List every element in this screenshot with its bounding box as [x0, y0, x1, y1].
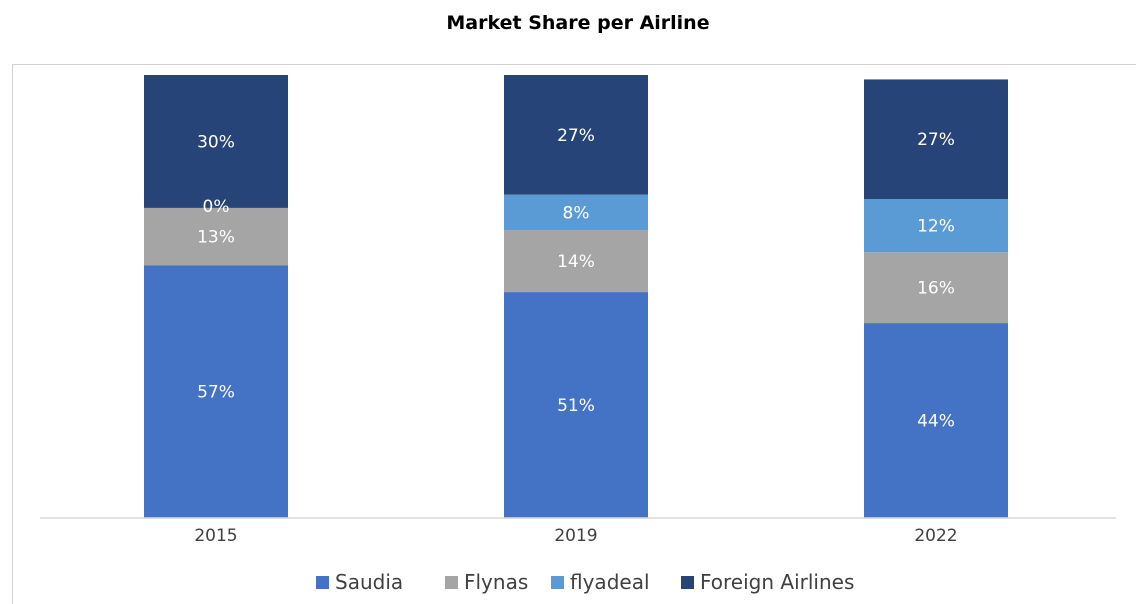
bar-segment-flyadeal-2022	[864, 199, 1008, 253]
plot-area-frame	[12, 64, 1136, 604]
bar-segment-saudia-2022	[864, 323, 1008, 518]
bar-segment-flynas-2015	[144, 207, 288, 266]
legend-label-saudia: Saudia	[335, 570, 403, 594]
bar-segment-flynas-2022	[864, 252, 1008, 324]
legend-swatch-flynas	[445, 576, 458, 589]
legend-label-foreign-airlines: Foreign Airlines	[700, 570, 854, 594]
data-labels-group: 57% 13% 0% 30% 51% 14% 8% 27% 44% 16% 12% 27%	[197, 126, 955, 432]
bar-segment-flyadeal-2019	[504, 194, 648, 231]
data-label-flyadeal-2015: 0%	[203, 197, 230, 217]
x-tick-label-2022: 2022	[914, 526, 957, 546]
bar-segment-saudia-2015	[144, 265, 288, 518]
legend: Saudia Flynas flyadeal Foreign Airlines	[316, 570, 854, 594]
data-label-foreign-airlines-2015: 30%	[197, 132, 235, 152]
data-label-saudia-2015: 57%	[197, 383, 235, 403]
chart-title: Market Share per Airline	[446, 12, 710, 34]
data-label-foreign-airlines-2019: 27%	[557, 126, 595, 146]
legend-item-flyadeal: flyadeal	[551, 570, 650, 594]
bars-group	[144, 75, 1008, 518]
legend-swatch-flyadeal	[551, 576, 564, 589]
legend-swatch-foreign-airlines	[681, 576, 694, 589]
bar-segment-foreign-airlines-2022	[864, 79, 1008, 200]
data-label-saudia-2022: 44%	[917, 412, 955, 432]
x-tick-label-2019: 2019	[554, 526, 597, 546]
data-label-foreign-airlines-2022: 27%	[917, 130, 955, 150]
legend-item-saudia: Saudia	[316, 570, 403, 594]
data-label-flyadeal-2019: 8%	[563, 203, 590, 223]
x-tick-label-2015: 2015	[194, 526, 237, 546]
legend-item-flynas: Flynas	[445, 570, 528, 594]
bar-segment-foreign-airlines-2019	[504, 75, 648, 195]
x-tick-labels-group: 2015 2019 2022	[194, 526, 957, 546]
legend-label-flyadeal: flyadeal	[570, 570, 650, 594]
data-label-flynas-2015: 13%	[197, 228, 235, 248]
bar-segment-saudia-2019	[504, 292, 648, 518]
data-label-flynas-2022: 16%	[917, 279, 955, 299]
legend-swatch-saudia	[316, 576, 329, 589]
legend-label-flynas: Flynas	[464, 570, 528, 594]
data-label-saudia-2019: 51%	[557, 396, 595, 416]
legend-item-foreign-airlines: Foreign Airlines	[681, 570, 854, 594]
bar-segment-flynas-2019	[504, 230, 648, 293]
data-label-flyadeal-2022: 12%	[917, 217, 955, 237]
bar-segment-foreign-airlines-2015	[144, 75, 288, 208]
data-label-flynas-2019: 14%	[557, 252, 595, 272]
